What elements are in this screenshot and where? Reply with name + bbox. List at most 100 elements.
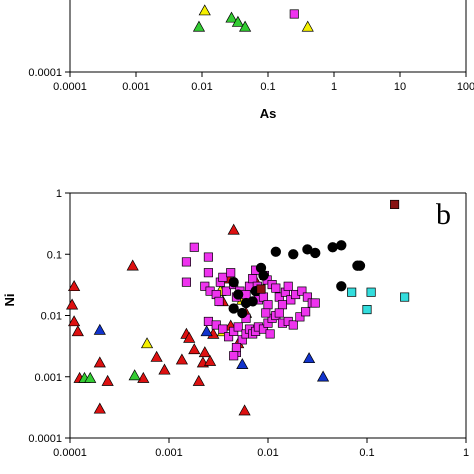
magenta-square-point [277, 300, 288, 310]
red-triangle-point [198, 346, 211, 358]
cyan-square-point [347, 287, 357, 297]
red-triangle-point [175, 353, 188, 365]
magenta-square-point [297, 286, 307, 296]
green-triangle-point [225, 11, 238, 23]
magenta-square-point [181, 277, 191, 287]
x-tick-label: 0.1 [359, 447, 374, 459]
green-triangle-point [84, 371, 97, 383]
magenta-square-point [200, 281, 210, 291]
red-triangle-point [101, 374, 114, 386]
black-circle-point [327, 242, 338, 253]
yellow-triangle-point [301, 20, 314, 32]
red-triangle-point [137, 371, 150, 383]
y-tick-label: 0.0001 [28, 433, 62, 445]
cyan-square-point [362, 305, 372, 315]
red-triangle-point [71, 325, 84, 337]
red-triangle-point [126, 259, 139, 271]
green-triangle-point [231, 15, 245, 27]
magenta-square-point [203, 316, 213, 326]
magenta-square-point [283, 281, 293, 291]
blue-triangle-point [236, 358, 249, 369]
panel-a: 0.0001 0.001 0.01 0.1 1 10 100 0.0001 [28, 0, 474, 93]
magenta-square-point [189, 242, 199, 252]
black-circle-point [228, 277, 239, 288]
blue-triangle-point [316, 370, 330, 382]
magenta-square-point [265, 329, 275, 339]
magenta-square-point [261, 308, 271, 318]
magenta-square-point [203, 268, 213, 278]
magenta-square-point [218, 272, 228, 282]
magenta-square-point [258, 292, 269, 302]
x-tick-label: 0.001 [122, 81, 150, 93]
red-triangle-point [68, 280, 81, 292]
red-triangle-point [238, 404, 251, 416]
magenta-square-point [289, 9, 299, 19]
darkred-square-point [390, 199, 400, 210]
black-circle-point [336, 281, 347, 292]
magenta-square-point [231, 342, 241, 353]
yellow-triangle-point [198, 4, 211, 16]
black-circle-point [258, 270, 269, 281]
y-tick-label: 0.01 [41, 311, 62, 323]
black-circle-point [228, 303, 239, 314]
red-triangle-point [203, 354, 217, 366]
y-axis-title-ni: Ni [2, 294, 17, 307]
red-triangle-point [227, 223, 240, 235]
x-tick-label: 100 [457, 81, 474, 93]
cyan-square-point [366, 287, 376, 297]
black-circle-point [336, 240, 347, 251]
y-tick-label: 0.1 [47, 249, 62, 261]
red-triangle-point [188, 343, 201, 355]
red-triangle-point [68, 315, 81, 327]
green-triangle-point [128, 369, 141, 381]
red-triangle-point [93, 402, 106, 414]
black-circle-point [310, 247, 321, 259]
x-axis-title-as: As [260, 106, 277, 121]
x-tick-label: 0.001 [155, 447, 183, 459]
black-circle-point [288, 249, 299, 260]
magenta-square-point [203, 252, 213, 262]
panel-b: 0.0001 0.001 0.01 0.1 1 0.0001 0.001 0.01 0.1 1 [28, 188, 469, 459]
black-circle-point [233, 289, 244, 300]
darkred-square-point [256, 284, 266, 294]
x-tick-label: 1 [463, 447, 469, 459]
x-tick-label: 0.0001 [53, 447, 87, 459]
magenta-square-point [229, 351, 239, 361]
y-tick-label: 1 [56, 188, 62, 200]
x-tick-label: 0.1 [260, 81, 275, 93]
magenta-square-point [274, 308, 284, 318]
blue-triangle-point [200, 325, 213, 337]
black-circle-point [247, 296, 258, 307]
magenta-square-point [271, 283, 281, 293]
x-tick-label: 1 [331, 81, 337, 93]
magenta-square-point [221, 286, 231, 296]
x-tick-label: 10 [394, 81, 406, 93]
yellow-triangle-point [140, 337, 154, 349]
magenta-square-point [233, 322, 243, 332]
green-triangle-point [192, 20, 206, 32]
red-triangle-point [158, 363, 171, 375]
blue-triangle-point [93, 323, 106, 335]
x-tick-label: 0.01 [257, 447, 278, 459]
magenta-square-point [286, 295, 296, 305]
x-tick-label: 0.0001 [53, 81, 87, 93]
red-triangle-point [66, 298, 79, 310]
magenta-square-point [310, 298, 320, 308]
magenta-square-point [214, 296, 224, 306]
blue-triangle-point [302, 352, 316, 364]
magenta-square-point [224, 332, 234, 342]
red-triangle-point [93, 356, 106, 368]
magenta-square-point [263, 300, 273, 310]
x-tick-label: 0.01 [191, 81, 212, 93]
y-tick-label: 0.0001 [28, 67, 62, 79]
red-triangle-point [192, 374, 205, 386]
green-triangle-point [239, 20, 252, 32]
magenta-square-point [302, 292, 312, 302]
black-circle-point [270, 246, 281, 257]
black-circle-point [237, 307, 248, 319]
magenta-square-point [218, 324, 228, 334]
panel-letter-b: b [436, 198, 451, 231]
red-triangle-point [183, 331, 196, 343]
red-triangle-point [150, 350, 163, 362]
